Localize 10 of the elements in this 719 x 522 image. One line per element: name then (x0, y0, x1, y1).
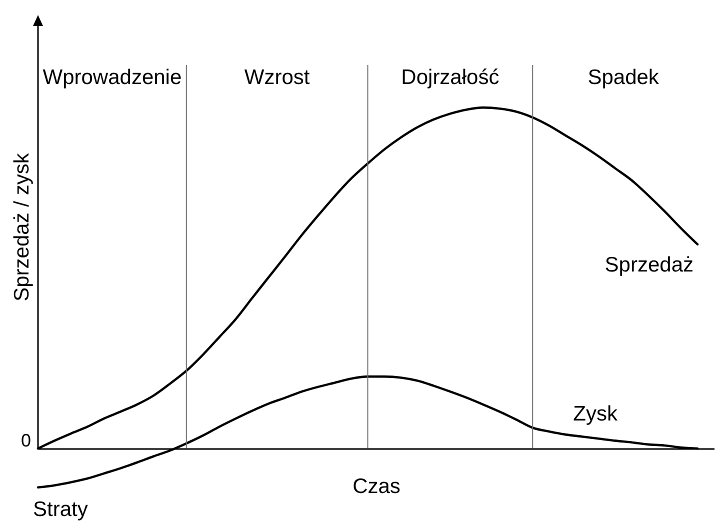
text: Wprowadzenie (42, 66, 182, 89)
x-axis-title: Czas (352, 475, 400, 498)
text: Wzrost (244, 66, 310, 89)
text: 0 (20, 430, 31, 451)
text: Straty (33, 498, 88, 521)
series-label: Sprzedaż (604, 253, 694, 276)
text: Dojrzałość (401, 66, 500, 89)
y-axis-title: Sprzedaż / zysk (10, 152, 34, 302)
text: Spadek (588, 66, 660, 89)
series-label: Zysk (573, 402, 618, 426)
